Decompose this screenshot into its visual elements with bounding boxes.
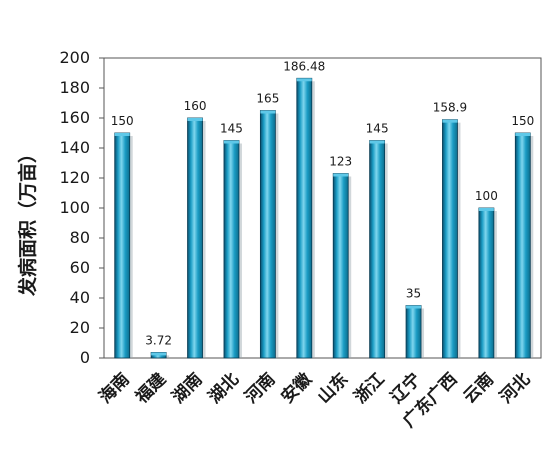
bar xyxy=(259,110,276,359)
y-tick-label: 20 xyxy=(70,318,90,337)
y-tick-label: 80 xyxy=(70,228,90,247)
data-label: 150 xyxy=(511,114,534,128)
y-tick-label: 40 xyxy=(70,288,90,307)
x-tick-label: 湖南 xyxy=(168,369,207,408)
plot-area xyxy=(103,57,542,359)
x-tick-label: 山东 xyxy=(313,369,352,408)
bar xyxy=(442,119,458,359)
bar-top xyxy=(223,140,239,144)
bar xyxy=(187,117,203,359)
bar-top xyxy=(260,110,276,114)
bar xyxy=(478,207,495,359)
bar-top xyxy=(478,208,494,211)
x-tick-label: 海南 xyxy=(95,369,134,408)
data-label: 123 xyxy=(329,155,352,169)
bar xyxy=(296,77,313,359)
bars xyxy=(114,77,534,359)
bar xyxy=(332,173,349,359)
bar xyxy=(223,140,240,359)
y-tick-label: 100 xyxy=(59,198,90,217)
x-tick-label: 湖北 xyxy=(205,369,243,407)
bar-top xyxy=(369,140,385,144)
data-label: 145 xyxy=(366,122,389,136)
x-tick-label: 云南 xyxy=(459,369,498,408)
bar-top xyxy=(515,133,531,136)
data-label: 35 xyxy=(406,287,421,301)
bar-top xyxy=(151,352,167,356)
data-labels: 150 3.72 160 145 165 186.48 123 145 35 158.9 100 15… xyxy=(111,59,534,347)
x-tick-label: 河南 xyxy=(241,369,280,408)
x-tick-label: 浙江 xyxy=(350,369,389,408)
data-label: 150 xyxy=(111,114,134,128)
bar-top xyxy=(296,78,312,82)
bar-top xyxy=(114,133,130,136)
bar-top xyxy=(442,119,458,123)
data-label: 160 xyxy=(184,99,207,113)
y-tick-label: 140 xyxy=(59,138,90,157)
y-tick-label: 60 xyxy=(70,258,90,277)
bar xyxy=(369,140,386,359)
y-tick-label: 200 xyxy=(59,48,90,67)
bar-top xyxy=(187,118,203,121)
x-tick-label: 安徽 xyxy=(277,368,317,408)
data-label: 100 xyxy=(475,189,498,203)
plot-border xyxy=(103,57,542,359)
y-axis-ticks: 0 20 40 60 80 100 120 140 160 180 200 xyxy=(59,48,104,367)
data-label: 145 xyxy=(220,122,243,136)
data-label: 158.9 xyxy=(433,101,467,115)
data-label: 3.72 xyxy=(145,333,172,347)
y-tick-label: 160 xyxy=(59,108,90,127)
bar-top xyxy=(333,173,349,177)
data-label: 186.48 xyxy=(283,59,325,73)
bar xyxy=(405,305,422,359)
y-tick-label: 120 xyxy=(59,168,90,187)
y-axis-label: 发病面积（万亩） xyxy=(16,144,39,297)
y-tick-label: 180 xyxy=(59,78,90,97)
x-tick-label: 福建 xyxy=(131,369,171,409)
y-tick-label: 0 xyxy=(80,348,90,367)
data-label: 165 xyxy=(256,92,279,106)
bar xyxy=(514,132,531,359)
bar-top xyxy=(406,305,422,309)
x-tick-label: 河北 xyxy=(496,369,534,407)
bar xyxy=(114,132,131,359)
